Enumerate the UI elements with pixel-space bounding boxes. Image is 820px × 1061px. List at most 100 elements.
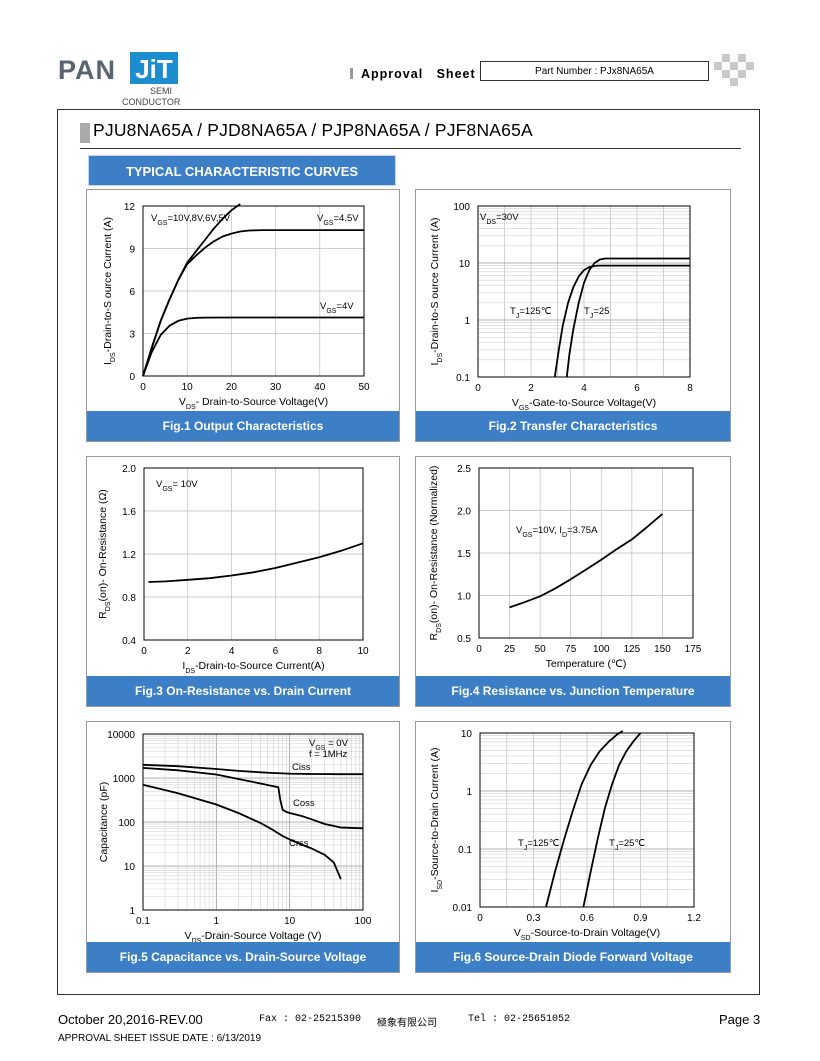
- x-tick-label: 1: [214, 916, 220, 927]
- y-tick-label: 0.01: [453, 903, 473, 914]
- y-axis-label: ISD-Source-to-Drain Current (A): [429, 747, 444, 892]
- y-tick-label: 1: [464, 316, 470, 327]
- x-tick-label: 0: [477, 913, 483, 924]
- x-tick-label: 175: [685, 644, 702, 655]
- y-tick-label: 1.0: [457, 592, 471, 603]
- y-tick-label: 0: [129, 372, 135, 383]
- plot-frame: [142, 733, 364, 911]
- page-title: PJU8NA65A / PJD8NA65A / PJP8NA65A / PJF8…: [93, 120, 533, 140]
- plot-frame: [478, 467, 694, 639]
- x-axis-label: Temperature (℃): [546, 658, 627, 670]
- output-characteristics-chart: 0 10 20 30 40 50 0 3 6 9 12 VGS=10V,8V,6V,5V VGS=4.5…: [102, 202, 370, 411]
- x-tick-label: 8: [316, 646, 322, 657]
- series-line-1: [565, 257, 690, 378]
- x-tick-label: 20: [226, 382, 238, 393]
- plot-frame: [143, 467, 364, 641]
- series-label-0: TJ=125℃: [510, 306, 552, 320]
- x-tick-label: 2: [528, 383, 534, 394]
- checker-pattern-icon: [714, 54, 754, 86]
- y-tick-label: 12: [124, 202, 136, 213]
- series-line-1: [582, 732, 642, 908]
- approval-sheet-label: Approval Sheet: [350, 67, 476, 81]
- x-tick-label: 0: [141, 646, 147, 657]
- figure-caption-5: Fig.5 Capacitance vs. Drain-Source Volta…: [87, 942, 399, 972]
- x-tick-label: 75: [565, 644, 577, 655]
- content-frame: [57, 109, 760, 995]
- series-line-2: [142, 316, 364, 377]
- series-label-1: VGS=4.5V: [317, 213, 359, 227]
- x-tick-label: 50: [358, 382, 370, 393]
- footer-fax: Fax : 02-25215390: [259, 1014, 362, 1025]
- resistance-vs-temperature-chart: 0 25 50 75 100 125 150 175 0.5 1.0 1.5 2.0 2.5 VGS=10…: [428, 464, 702, 670]
- x-tick-label: 10: [182, 382, 194, 393]
- x-axis-label: VDS- Drain-to-Source Voltage(V): [179, 396, 328, 411]
- y-axis-label: IDS-Drain-to-S ource Current (A): [102, 217, 117, 365]
- series-label-1: Coss: [293, 798, 315, 809]
- figure-caption-3: Fig.3 On-Resistance vs. Drain Current: [87, 676, 399, 706]
- y-tick-label: 1.6: [122, 507, 136, 518]
- logo-jit-text: JiT: [130, 52, 178, 84]
- series-line-0: [545, 730, 624, 908]
- series-line-0: [553, 264, 690, 378]
- x-tick-label: 0: [476, 644, 482, 655]
- figure-caption-6: Fig.6 Source-Drain Diode Forward Voltage: [416, 942, 730, 972]
- y-tick-label: 0.4: [122, 636, 136, 647]
- x-tick-label: 100: [593, 644, 610, 655]
- y-axis-label: Capacitance (pF): [98, 782, 110, 863]
- figure-panel-4: 0 25 50 75 100 125 150 175 0.5 1.0 1.5 2.0 2.5 VGS=10…: [415, 456, 731, 707]
- x-tick-label: 0.9: [634, 913, 648, 924]
- x-tick-label: 30: [270, 382, 282, 393]
- y-tick-label: 0.1: [456, 373, 470, 384]
- x-tick-label: 10: [357, 646, 369, 657]
- series-line-2: [142, 783, 342, 880]
- x-tick-label: 0: [140, 382, 146, 393]
- transfer-characteristics-chart: 0 2 4 6 8 0.1 1 10 100 VDS=30V TJ=125℃ TJ=25 VGS-Gat…: [429, 202, 693, 412]
- x-tick-label: 2: [185, 646, 191, 657]
- figure-panel-3: 0 2 4 6 8 10 0.4 0.8 1.2 1.6 2.0 VGS= 10V IDS-Drain-…: [86, 456, 400, 707]
- x-tick-label: 4: [229, 646, 235, 657]
- y-tick-label: 1.5: [457, 549, 471, 560]
- on-resistance-vs-current-chart: 0 2 4 6 8 10 0.4 0.8 1.2 1.6 2.0 VGS= 10V IDS-Drain-…: [97, 464, 369, 675]
- logo-pan-text: PAN: [58, 55, 117, 85]
- y-tick-label: 9: [129, 245, 135, 256]
- series-line-0: [142, 203, 241, 377]
- x-tick-label: 25: [504, 644, 516, 655]
- panjit-logo: PAN JiT SEMI CONDUCTOR: [58, 52, 180, 110]
- annotation-vds: VDS=30V: [480, 212, 519, 226]
- figure-caption-2: Fig.2 Transfer Characteristics: [416, 411, 730, 441]
- figure-panel-6: 0 0.3 0.6 0.9 1.2 0.01 0.1 1 10 TJ=125℃ TJ=25℃ VSD-…: [415, 721, 731, 973]
- footer-issue-date: APPROVAL SHEET ISSUE DATE : 6/13/2019: [58, 1033, 262, 1044]
- x-axis-label: VGS-Gate-to-Source Voltage(V): [512, 397, 656, 412]
- diode-forward-voltage-chart: 0 0.3 0.6 0.9 1.2 0.01 0.1 1 10 TJ=125℃ TJ=25℃ VSD-…: [429, 729, 701, 942]
- figure-caption-4: Fig.4 Resistance vs. Junction Temperatur…: [416, 676, 730, 706]
- footer-company: 極象有限公司: [377, 1018, 437, 1029]
- x-tick-label: 4: [581, 383, 587, 394]
- series-label-1: TJ=25℃: [609, 838, 645, 852]
- y-tick-label: 0.8: [122, 593, 136, 604]
- x-tick-label: 0.6: [580, 913, 594, 924]
- x-tick-label: 150: [654, 644, 671, 655]
- x-tick-label: 8: [687, 383, 693, 394]
- title-marker-icon: [80, 123, 90, 143]
- series-line-0: [148, 542, 364, 583]
- footer-tel: Tel : 02-25651052: [468, 1014, 571, 1025]
- y-tick-label: 10: [124, 862, 136, 873]
- logo-semi-text: SEMI: [150, 86, 173, 96]
- series-label-0: VGS=10V,8V,6V,5V: [151, 213, 231, 227]
- y-tick-label: 1000: [113, 774, 136, 785]
- series-line-0: [142, 763, 363, 776]
- x-tick-label: 6: [273, 646, 279, 657]
- y-tick-label: 10: [459, 259, 471, 270]
- y-tick-label: 10000: [107, 730, 135, 741]
- series-line-0: [509, 513, 663, 609]
- series-line-1: [142, 229, 364, 377]
- y-tick-label: 2.0: [457, 507, 471, 518]
- x-tick-label: 1.2: [687, 913, 701, 924]
- series-line-1: [142, 767, 364, 830]
- x-axis-label: IDS-Drain-to-Source Current(A): [182, 660, 324, 675]
- y-tick-label: 6: [129, 287, 135, 298]
- y-axis-label: RDS(on)- On-Resistance (Ω): [97, 489, 112, 619]
- series-label-2: VGS=4V: [320, 301, 354, 315]
- figure-caption-1: Fig.1 Output Characteristics: [87, 411, 399, 441]
- title-bar: [80, 119, 741, 149]
